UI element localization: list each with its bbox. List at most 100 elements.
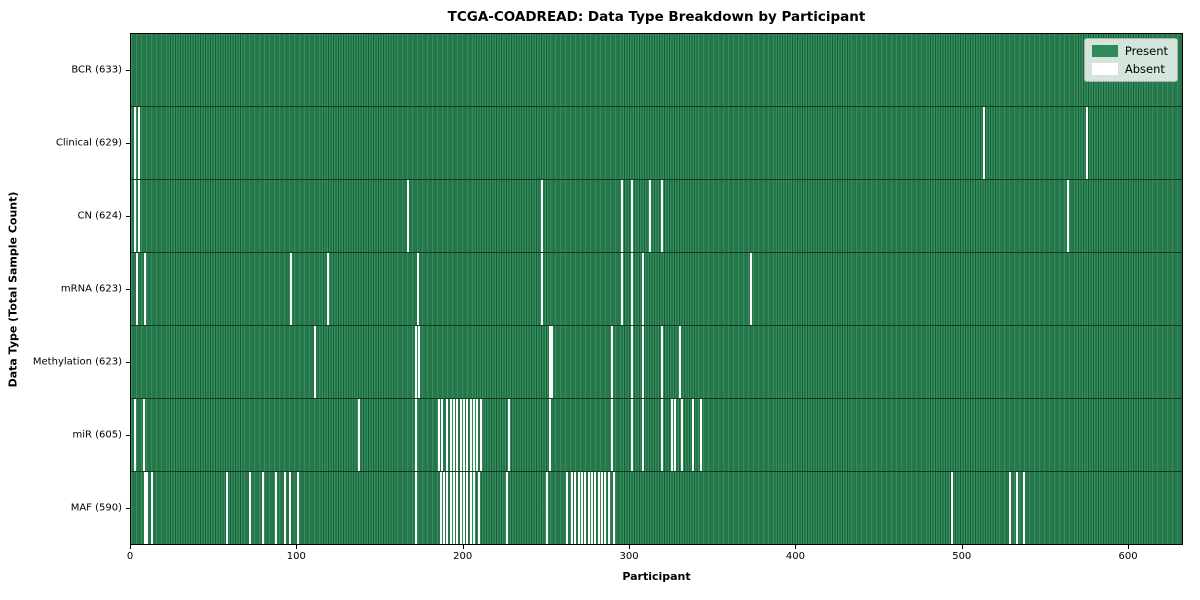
- absent-stripe: [297, 472, 300, 544]
- y-tick-mark: [126, 215, 130, 217]
- absent-stripe: [692, 399, 695, 471]
- legend-entry-present: Present: [1091, 44, 1168, 58]
- absent-stripe: [630, 253, 633, 325]
- y-tick-mark: [126, 289, 130, 290]
- absent-stripe: [1015, 472, 1018, 544]
- legend-label-present: Present: [1124, 44, 1168, 58]
- absent-stripe: [604, 472, 607, 544]
- y-tick-mark: [126, 435, 130, 437]
- x-tick-label: 400: [785, 551, 805, 562]
- legend-label-absent: Absent: [1124, 62, 1165, 76]
- absent-stripe: [463, 399, 466, 471]
- absent-stripe: [620, 180, 623, 252]
- absent-stripe: [630, 180, 633, 252]
- absent-stripe: [1067, 180, 1070, 252]
- absent-stripe: [660, 180, 663, 252]
- absent-stripe: [678, 326, 681, 398]
- absent-stripe: [142, 399, 145, 471]
- absent-stripe: [551, 326, 554, 398]
- absent-stripe: [414, 399, 417, 471]
- absent-stripe: [459, 472, 462, 544]
- x-tick-label: 200: [453, 551, 473, 562]
- absent-stripe: [134, 399, 137, 471]
- absent-stripe: [446, 399, 449, 471]
- absent-stripe: [610, 326, 613, 398]
- heatmap-row-MAF: [131, 472, 1182, 544]
- y-tick-label: BCR (633): [71, 64, 122, 76]
- absent-stripe: [438, 399, 441, 471]
- x-tick-label: 500: [952, 551, 972, 562]
- heatmap-row-mRNA: [131, 253, 1182, 326]
- x-tick-mark: [130, 545, 131, 549]
- absent-stripe: [134, 107, 137, 179]
- absent-stripe: [660, 326, 663, 398]
- absent-stripe: [607, 472, 610, 544]
- absent-stripe: [456, 399, 459, 471]
- x-tick-mark: [629, 545, 631, 549]
- heatmap-row-Methylation: [131, 326, 1182, 399]
- absent-stripe: [137, 180, 140, 252]
- absent-stripe: [951, 472, 954, 544]
- absent-stripe: [584, 472, 587, 544]
- absent-stripe: [506, 472, 509, 544]
- absent-stripe: [453, 472, 456, 544]
- absent-stripe: [642, 326, 645, 398]
- absent-stripe: [574, 472, 577, 544]
- x-tick-label: 0: [126, 551, 134, 562]
- absent-stripe: [414, 326, 417, 398]
- y-tick-labels: BCR (633) Clinical (629) CN (624) mRNA (623…: [0, 33, 124, 545]
- absent-stripe: [135, 253, 138, 325]
- absent-stripe: [262, 472, 265, 544]
- absent-stripe: [630, 399, 633, 471]
- absent-stripe: [580, 472, 583, 544]
- y-tick-label: CN (624): [77, 210, 122, 222]
- absent-stripe: [283, 472, 286, 544]
- absent-stripe: [144, 253, 147, 325]
- absent-stripe: [288, 472, 291, 544]
- absent-stripe: [549, 399, 552, 471]
- absent-stripe: [577, 472, 580, 544]
- heatmap-row-BCR: [131, 34, 1182, 107]
- absent-stripe: [507, 399, 510, 471]
- absent-stripe: [446, 472, 449, 544]
- y-tick-label: Methylation (623): [32, 356, 122, 368]
- absent-stripe: [473, 472, 476, 544]
- absent-stripe: [620, 253, 623, 325]
- absent-stripe: [473, 399, 476, 471]
- absent-stripe: [449, 472, 452, 544]
- x-axis-label: Participant: [622, 570, 691, 583]
- x-tick-mark: [795, 545, 797, 549]
- y-tick-label: MAF (590): [70, 502, 122, 514]
- y-tick-mark: [126, 142, 130, 144]
- absent-stripe: [680, 399, 683, 471]
- absent-stripe: [145, 472, 148, 544]
- absent-stripe: [326, 253, 329, 325]
- absent-stripe: [610, 399, 613, 471]
- y-tick-label: miR (605): [72, 429, 122, 441]
- absent-stripe: [649, 180, 652, 252]
- absent-stripe: [597, 472, 600, 544]
- absent-stripe: [700, 399, 703, 471]
- absent-stripe: [594, 472, 597, 544]
- x-tick-mark: [462, 545, 464, 549]
- absent-stripe: [441, 399, 444, 471]
- absent-stripe: [587, 472, 590, 544]
- legend-entry-absent: Absent: [1091, 62, 1168, 76]
- absent-stripe: [750, 253, 753, 325]
- absent-stripe: [570, 472, 573, 544]
- absent-stripe: [673, 399, 676, 471]
- plot-area: [130, 33, 1183, 545]
- absent-stripe: [137, 107, 140, 179]
- absent-stripe: [1085, 107, 1088, 179]
- absent-swatch-icon: [1091, 63, 1118, 75]
- absent-stripe: [225, 472, 228, 544]
- absent-stripe: [642, 399, 645, 471]
- absent-stripe: [1009, 472, 1012, 544]
- absent-stripe: [416, 253, 419, 325]
- absent-stripe: [590, 472, 593, 544]
- absent-stripe: [541, 180, 544, 252]
- absent-stripe: [566, 472, 568, 544]
- absent-stripe: [418, 326, 421, 398]
- absent-stripe: [144, 472, 147, 544]
